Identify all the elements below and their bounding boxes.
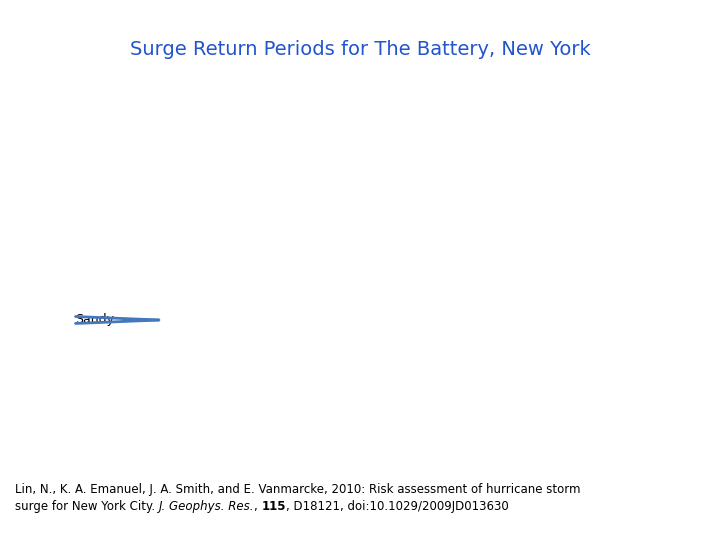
Text: Lin, N., K. A. Emanuel, J. A. Smith, and E. Vanmarcke, 2010: Risk assessment of : Lin, N., K. A. Emanuel, J. A. Smith, and…	[15, 483, 580, 496]
Text: Surge Return Periods for The Battery, New York: Surge Return Periods for The Battery, Ne…	[130, 40, 590, 59]
Text: Sandy: Sandy	[75, 314, 114, 327]
Text: , D18121, doi:10.1029/2009JD013630: , D18121, doi:10.1029/2009JD013630	[287, 500, 509, 513]
Text: 115: 115	[262, 500, 287, 513]
Text: surge for New York City.: surge for New York City.	[15, 500, 159, 513]
Text: ,: ,	[254, 500, 262, 513]
Text: J. Geophys. Res.: J. Geophys. Res.	[159, 500, 254, 513]
